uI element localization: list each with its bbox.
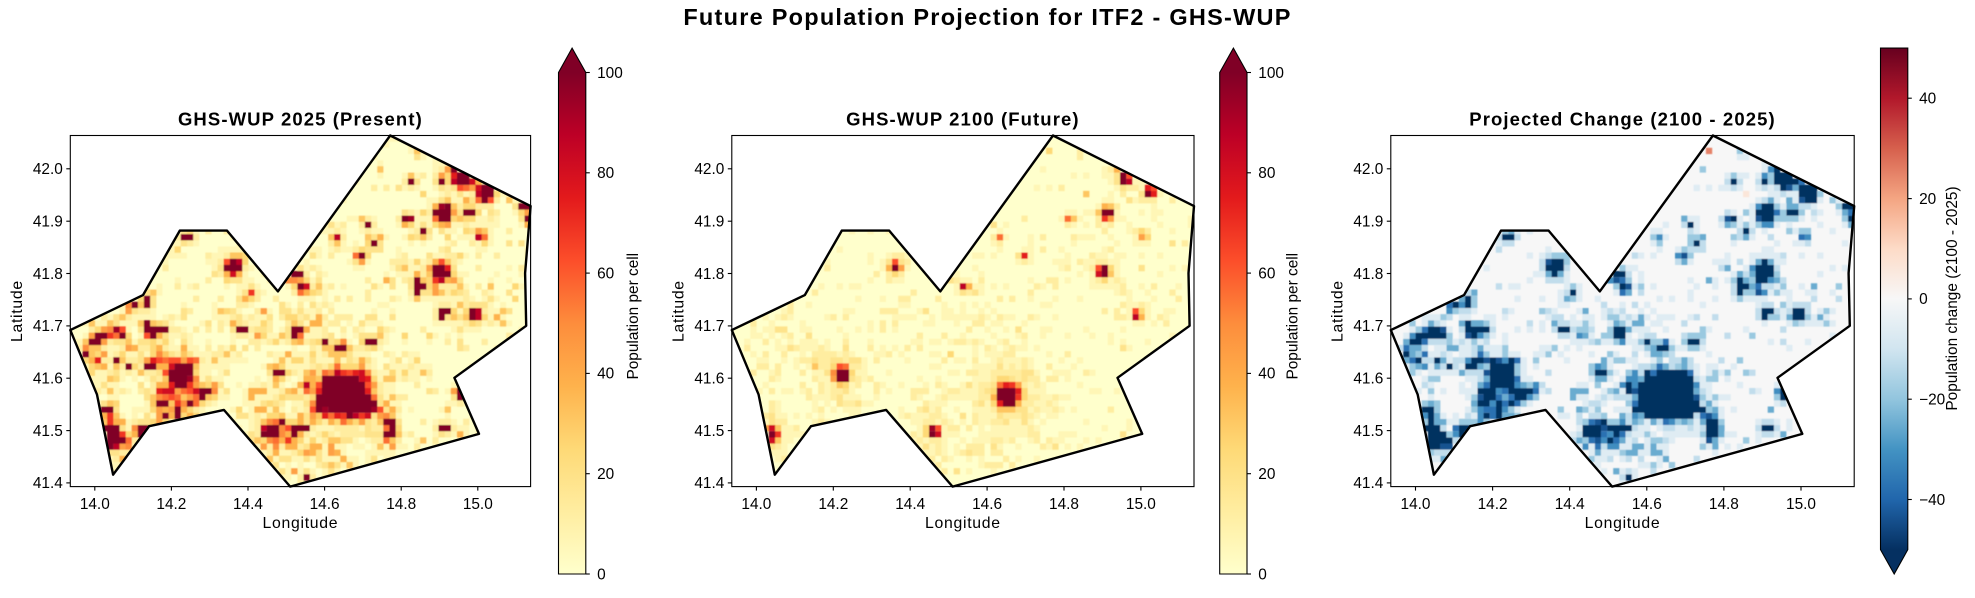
svg-text:0: 0 (1919, 291, 1928, 308)
svg-text:41.6: 41.6 (694, 371, 724, 388)
svg-text:41.9: 41.9 (1353, 214, 1383, 231)
svg-text:41.9: 41.9 (694, 214, 724, 231)
svg-text:41.8: 41.8 (694, 266, 724, 283)
svg-text:−20: −20 (1919, 392, 1945, 409)
svg-text:20: 20 (1919, 191, 1936, 208)
svg-text:41.4: 41.4 (33, 475, 63, 492)
svg-text:41.6: 41.6 (1353, 371, 1383, 388)
svg-text:80: 80 (597, 165, 614, 182)
svg-text:15.0: 15.0 (1126, 496, 1156, 513)
svg-text:41.5: 41.5 (1353, 423, 1383, 440)
svg-text:Population per cell: Population per cell (1285, 253, 1302, 380)
svg-text:Projected Change (2100 - 2025): Projected Change (2100 - 2025) (1469, 109, 1776, 130)
svg-text:14.0: 14.0 (741, 496, 771, 513)
svg-text:14.2: 14.2 (156, 496, 186, 513)
svg-text:14.2: 14.2 (1478, 496, 1508, 513)
svg-text:14.6: 14.6 (1632, 496, 1662, 513)
svg-text:14.4: 14.4 (1555, 496, 1585, 513)
svg-text:14.4: 14.4 (895, 496, 925, 513)
svg-text:Longitude: Longitude (925, 515, 1001, 532)
svg-text:20: 20 (1258, 466, 1275, 483)
svg-text:41.8: 41.8 (1353, 266, 1383, 283)
svg-text:100: 100 (1258, 65, 1284, 82)
svg-text:40: 40 (1919, 91, 1936, 108)
svg-text:Future Population Projection f: Future Population Projection for ITF2 - … (683, 4, 1291, 30)
svg-text:60: 60 (597, 265, 614, 282)
svg-text:41.4: 41.4 (1353, 475, 1383, 492)
svg-text:14.6: 14.6 (972, 496, 1002, 513)
svg-text:Longitude: Longitude (263, 515, 339, 532)
svg-text:GHS-WUP 2100 (Future): GHS-WUP 2100 (Future) (846, 109, 1079, 130)
svg-text:Longitude: Longitude (1585, 515, 1661, 532)
svg-text:15.0: 15.0 (1786, 496, 1816, 513)
svg-text:14.0: 14.0 (80, 496, 110, 513)
svg-text:GHS-WUP 2025 (Present): GHS-WUP 2025 (Present) (178, 109, 423, 130)
svg-text:41.4: 41.4 (694, 475, 724, 492)
svg-text:41.8: 41.8 (33, 266, 63, 283)
svg-text:80: 80 (1258, 165, 1275, 182)
svg-text:42.0: 42.0 (694, 161, 724, 178)
svg-text:Latitude: Latitude (671, 280, 688, 342)
svg-text:0: 0 (597, 566, 606, 583)
svg-text:60: 60 (1258, 265, 1275, 282)
svg-text:14.0: 14.0 (1401, 496, 1431, 513)
svg-text:14.4: 14.4 (233, 496, 263, 513)
svg-text:41.5: 41.5 (694, 423, 724, 440)
svg-text:41.5: 41.5 (33, 423, 63, 440)
svg-text:−40: −40 (1919, 492, 1945, 509)
svg-text:41.7: 41.7 (694, 318, 724, 335)
svg-text:Population per cell: Population per cell (625, 253, 642, 380)
svg-text:14.8: 14.8 (1049, 496, 1079, 513)
svg-text:0: 0 (1258, 566, 1267, 583)
svg-text:20: 20 (597, 466, 614, 483)
svg-text:41.6: 41.6 (33, 371, 63, 388)
svg-text:40: 40 (1258, 366, 1275, 383)
svg-text:42.0: 42.0 (33, 161, 63, 178)
svg-text:41.7: 41.7 (33, 318, 63, 335)
svg-text:Latitude: Latitude (1330, 280, 1347, 342)
svg-text:14.2: 14.2 (818, 496, 848, 513)
svg-text:14.6: 14.6 (310, 496, 340, 513)
svg-text:15.0: 15.0 (463, 496, 493, 513)
svg-text:14.8: 14.8 (386, 496, 416, 513)
svg-text:40: 40 (597, 366, 614, 383)
svg-text:42.0: 42.0 (1353, 161, 1383, 178)
svg-text:Latitude: Latitude (9, 280, 26, 342)
svg-text:41.9: 41.9 (33, 214, 63, 231)
svg-text:14.8: 14.8 (1709, 496, 1739, 513)
svg-text:Population change (2100 - 2025: Population change (2100 - 2025) (1944, 186, 1961, 410)
svg-text:100: 100 (597, 65, 623, 82)
svg-text:41.7: 41.7 (1353, 318, 1383, 335)
